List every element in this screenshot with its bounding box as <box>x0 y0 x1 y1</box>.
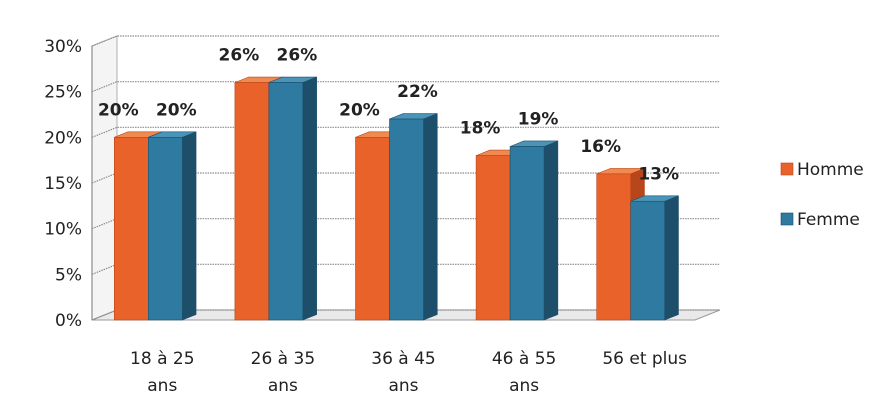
data-label: 20% <box>339 100 380 120</box>
bar-front <box>268 82 304 321</box>
bar-side <box>182 131 197 321</box>
legend-label: Homme <box>797 160 864 180</box>
bar-side <box>423 113 438 321</box>
legend-label: Femme <box>797 210 860 230</box>
x-tick-label: ans <box>268 376 298 396</box>
data-label: 13% <box>638 164 679 184</box>
bar-side <box>664 195 679 321</box>
data-label: 26% <box>219 46 260 66</box>
y-tick-label: 10% <box>44 220 82 240</box>
bar-front <box>234 82 270 321</box>
data-label: 18% <box>460 119 501 139</box>
y-tick-label: 15% <box>44 174 82 194</box>
legend-item: Femme <box>780 210 860 230</box>
y-tick-label: 30% <box>44 37 82 57</box>
bar-front <box>630 200 666 321</box>
bar-front <box>475 155 511 321</box>
legend-swatch <box>780 162 794 176</box>
bar-front <box>148 137 183 321</box>
bar <box>509 140 559 321</box>
data-labels: 20% 20% 26% 26% 20% 22% 18% 19% 16% 13% <box>98 46 679 185</box>
bar <box>389 113 438 321</box>
gridline <box>91 126 720 138</box>
x-tick-label: ans <box>388 376 418 396</box>
bar <box>268 76 317 321</box>
bar-front <box>509 146 545 321</box>
y-tick-label: 20% <box>44 128 82 148</box>
x-tick-label: 36 à 45 <box>371 349 436 369</box>
bar-side <box>302 76 317 321</box>
bar-front <box>114 137 149 321</box>
x-tick-label: 56 et plus <box>602 349 687 369</box>
legend-swatch <box>780 212 794 226</box>
legend-item: Homme <box>780 160 864 180</box>
data-label: 20% <box>98 100 139 120</box>
bars <box>114 76 679 321</box>
x-tick-label: 26 à 35 <box>251 349 316 369</box>
bar-front <box>596 173 632 321</box>
bar <box>148 131 197 321</box>
data-label: 26% <box>277 46 318 66</box>
y-tick-label: 5% <box>55 265 82 285</box>
bar-side <box>543 140 559 321</box>
legend: Homme Femme <box>780 160 864 230</box>
y-axis: 0% 5% 10% 15% 20% 25% 30% <box>44 37 93 331</box>
gridline <box>91 35 720 47</box>
x-tick-label: ans <box>509 376 539 396</box>
x-tick-label: 46 à 55 <box>492 349 557 369</box>
y-tick-label: 0% <box>55 311 82 331</box>
gridline <box>91 81 720 93</box>
y-tick-label: 25% <box>44 83 82 103</box>
data-label: 22% <box>397 82 438 102</box>
data-label: 16% <box>580 137 621 157</box>
x-tick-label: 18 à 25 <box>130 349 195 369</box>
bar <box>630 195 679 321</box>
x-axis: 18 à 25 ans 26 à 35 ans 36 à 45 ans 46 à 55 ans… <box>130 349 687 396</box>
bar-front <box>355 137 390 321</box>
bar-front <box>389 118 424 321</box>
data-label: 19% <box>518 109 559 129</box>
data-label: 20% <box>156 100 197 120</box>
x-tick-label: ans <box>147 376 177 396</box>
